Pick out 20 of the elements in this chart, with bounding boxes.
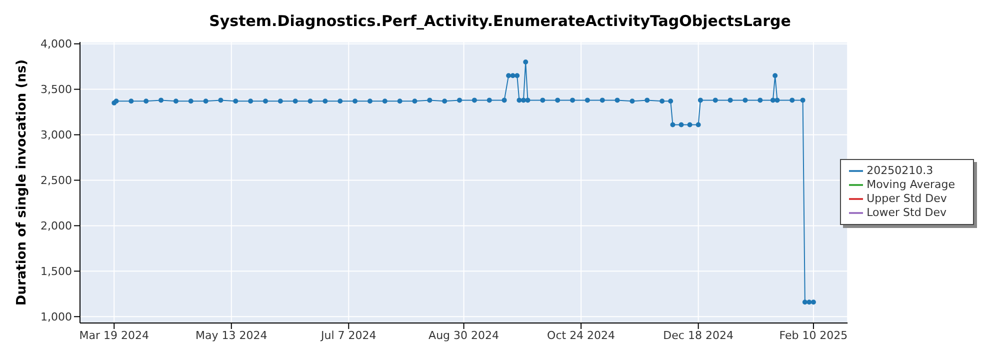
x-tick-label: Oct 24 2024 xyxy=(547,328,616,342)
x-tick-label: May 13 2024 xyxy=(196,328,268,342)
y-tick-label: 2,500 xyxy=(40,174,72,188)
y-tick-label: 1,500 xyxy=(40,265,72,278)
x-tick-label: Jul 7 2024 xyxy=(320,328,376,342)
x-tick-label: Feb 10 2025 xyxy=(779,328,848,342)
legend-label: Upper Std Dev xyxy=(866,192,947,206)
x-tick-label: Aug 30 2024 xyxy=(428,328,500,342)
y-tick-label: 3,000 xyxy=(40,128,72,142)
y-tick-label: 2,000 xyxy=(40,220,72,233)
y-tick-label: 3,500 xyxy=(40,83,72,96)
y-axis-title: Duration of single invocation (ns) xyxy=(14,59,30,306)
y-tick-label: 4,000 xyxy=(40,38,72,51)
legend-label: 20250210.3 xyxy=(866,164,934,178)
legend-label: Moving Average xyxy=(866,178,955,192)
y-tick-label: 1,000 xyxy=(40,310,72,324)
legend-label: Lower Std Dev xyxy=(866,206,947,220)
chart-title: System.Diagnostics.Perf_Activity.EnumerateActivityTagObjectsLarge xyxy=(208,11,792,32)
x-tick-label: Mar 19 2024 xyxy=(79,328,149,342)
x-tick-label: Dec 18 2024 xyxy=(663,328,734,342)
